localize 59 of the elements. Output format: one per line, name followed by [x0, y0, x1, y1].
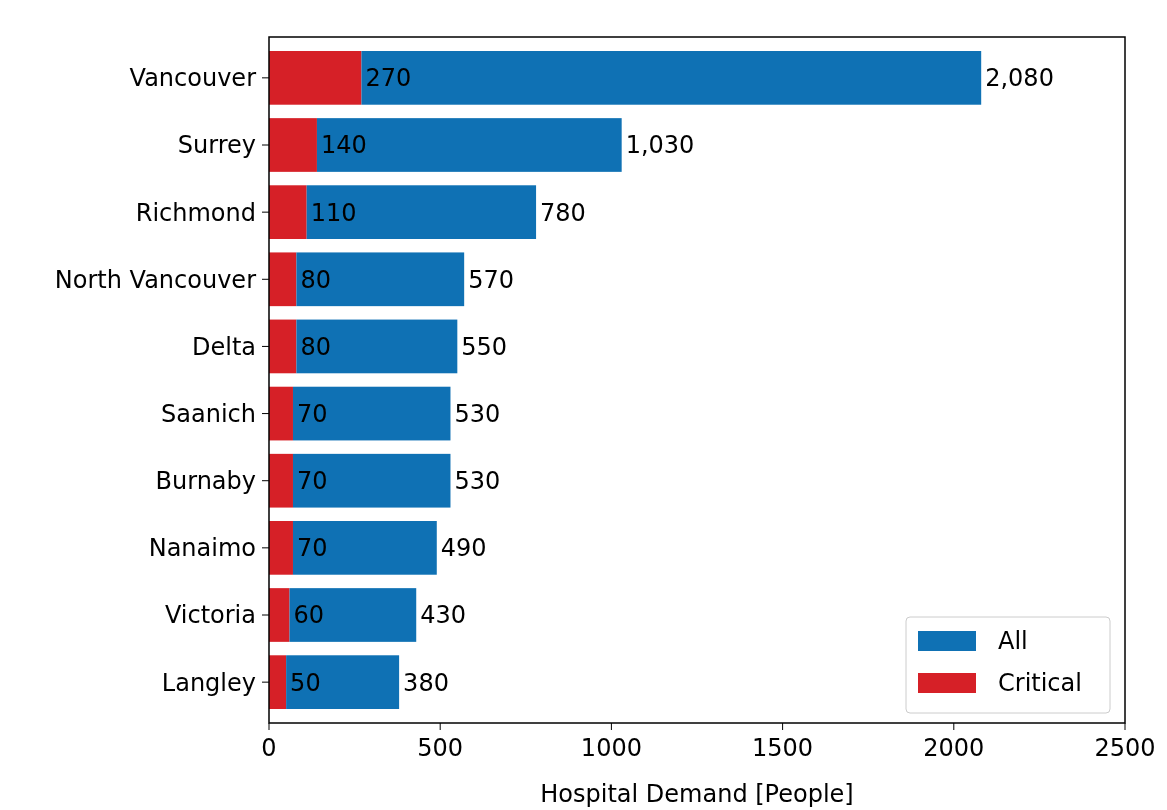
x-tick-label: 0 [261, 734, 277, 762]
bar [292, 521, 437, 575]
legend-label: All [998, 627, 1028, 656]
bar [292, 386, 451, 441]
y-tick-label: Richmond [135, 198, 256, 227]
bar [296, 319, 458, 374]
x-tick-label: 1500 [752, 734, 814, 762]
bar [269, 588, 290, 642]
y-tick-label: Delta [191, 332, 256, 361]
bar [269, 185, 307, 239]
data-label: 50 [290, 668, 321, 697]
x-tick-label: 2000 [923, 734, 985, 762]
bar [269, 386, 293, 441]
bar [296, 252, 465, 307]
data-label: 140 [320, 131, 367, 160]
data-label: 80 [300, 332, 331, 361]
bar [269, 319, 297, 374]
bar [269, 51, 362, 105]
y-tick-label: Saanich [161, 399, 256, 428]
x-axis-title: Hospital Demand [People] [540, 780, 854, 808]
bar [269, 453, 293, 508]
bar [269, 655, 287, 709]
y-tick-label: Vancouver [129, 64, 257, 93]
total-label: 530 [454, 399, 501, 428]
y-tick-label: Burnaby [155, 467, 256, 496]
x-tick-label: 2500 [1094, 734, 1156, 762]
data-label: 270 [365, 64, 412, 93]
total-label: 1,030 [625, 131, 695, 160]
y-tick-label: Victoria [164, 601, 256, 630]
data-label: 70 [296, 534, 328, 563]
total-label: 550 [461, 332, 508, 361]
y-tick-label: Nanaimo [148, 534, 256, 563]
total-label: 2,080 [985, 64, 1054, 93]
bar [289, 588, 417, 642]
data-label: 70 [296, 399, 328, 428]
bar [269, 118, 317, 172]
bar [292, 453, 451, 508]
bar [269, 521, 293, 575]
bar [269, 252, 297, 307]
data-label: 80 [300, 265, 331, 294]
x-tick-label: 500 [417, 734, 464, 762]
bar [306, 185, 537, 239]
data-label: 60 [293, 601, 325, 630]
total-label: 530 [454, 467, 501, 496]
y-tick-label: Langley [161, 668, 256, 697]
y-tick-label: Surrey [177, 131, 256, 160]
bar [316, 118, 622, 172]
bar [286, 655, 400, 709]
total-label: 780 [540, 198, 586, 227]
total-label: 380 [403, 668, 449, 697]
bar [361, 51, 982, 105]
total-label: 490 [440, 534, 487, 563]
total-label: 430 [420, 601, 467, 630]
legend-label: Critical [998, 669, 1082, 698]
y-tick-label: North Vancouver [54, 265, 257, 294]
data-label: 70 [296, 467, 328, 496]
total-label: 570 [468, 265, 514, 294]
x-tick-label: 1000 [580, 734, 642, 762]
data-label: 110 [310, 198, 357, 227]
